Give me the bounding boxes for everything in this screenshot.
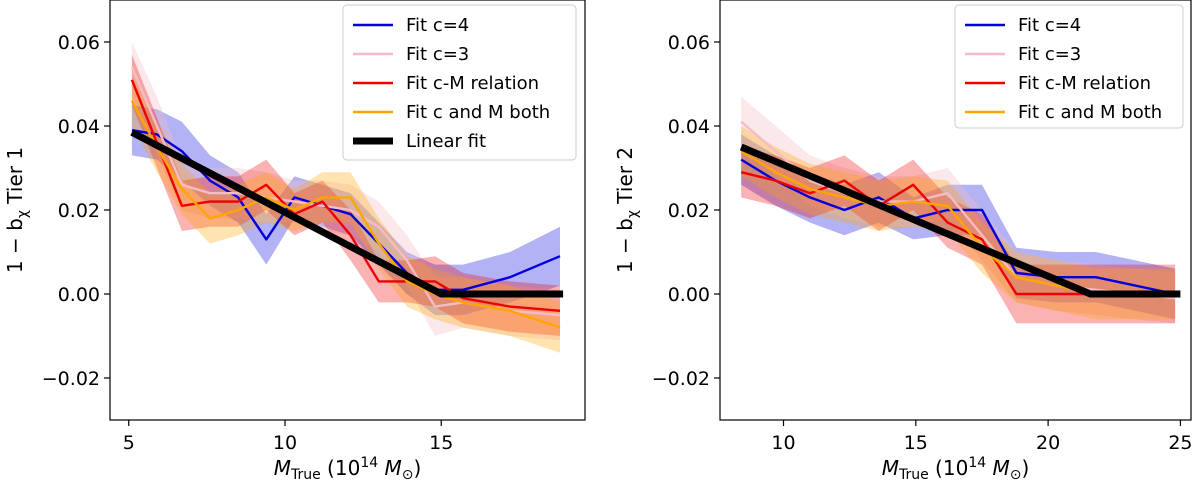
band-3 xyxy=(131,75,560,353)
x-tick-label: 15 xyxy=(904,432,928,454)
x-tick-label: 25 xyxy=(1168,432,1192,454)
plot-area xyxy=(739,96,1181,324)
plot-area xyxy=(130,42,564,353)
x-tick-label: 10 xyxy=(273,432,297,454)
y-tick-label: 0.00 xyxy=(58,284,100,306)
y-tick-label: 0.02 xyxy=(58,200,100,222)
series-line-1 xyxy=(130,66,561,317)
legend: Fit c=4 Fit c=3 Fit c-M relation Fit c and … xyxy=(954,4,1184,129)
x-axis-label: MTrue (1014 M⊙) xyxy=(882,455,1030,483)
linear-fit-line xyxy=(130,129,564,298)
y-tick-label: 0.02 xyxy=(668,200,710,222)
y-tick-label: 0.00 xyxy=(668,284,710,306)
y-tick-label: 0.04 xyxy=(58,116,100,138)
x-tick-label: 15 xyxy=(429,432,453,454)
y-axis-label: 1 − bχ Tier 1 xyxy=(3,147,31,273)
x-axis-label: MTrue (1014 M⊙) xyxy=(274,455,422,483)
linear-fit-line xyxy=(739,143,1181,298)
panel-right: 10 15 20 25 −0.02 0.00 0.02 0.04 0.06 MTrue (1014… xyxy=(613,0,1193,483)
y-tick-label: 0.06 xyxy=(58,32,100,54)
series-line-1 xyxy=(740,120,1176,300)
legend: Fit c=4 Fit c=3 Fit c-M relation Fit c and … xyxy=(342,4,577,161)
band-3 xyxy=(741,126,1176,320)
x-tick-label: 10 xyxy=(771,432,795,454)
x-tick-label: 20 xyxy=(1036,432,1060,454)
legend-label-2: Fit c-M relation xyxy=(406,73,539,94)
legend-label-1: Fit c=3 xyxy=(1018,44,1081,65)
y-tick-label: −0.02 xyxy=(652,368,710,390)
legend-label-3: Fit c and M both xyxy=(1018,102,1162,123)
series-line-3 xyxy=(130,100,561,329)
y-tick-label: 0.04 xyxy=(668,116,710,138)
legend-label-4: Linear fit xyxy=(406,131,486,152)
y-tick-label: 0.06 xyxy=(668,32,710,54)
y-tick-label: −0.02 xyxy=(42,368,100,390)
series-line-0 xyxy=(740,158,1176,296)
panel-left: 5 10 15 −0.02 0.00 0.02 0.04 0.06 MTrue (1014 M⊙… xyxy=(3,0,586,483)
legend-box xyxy=(342,4,577,161)
legend-label-3: Fit c and M both xyxy=(406,102,550,123)
x-tick-label: 5 xyxy=(123,432,135,454)
legend-label-0: Fit c=4 xyxy=(406,15,469,36)
legend-label-2: Fit c-M relation xyxy=(1018,73,1151,94)
legend-label-1: Fit c=3 xyxy=(406,44,469,65)
band-1 xyxy=(131,42,560,341)
y-axis-label: 1 − bχ Tier 2 xyxy=(613,147,641,273)
legend-label-0: Fit c=4 xyxy=(1018,15,1081,36)
legend-box xyxy=(954,4,1184,129)
